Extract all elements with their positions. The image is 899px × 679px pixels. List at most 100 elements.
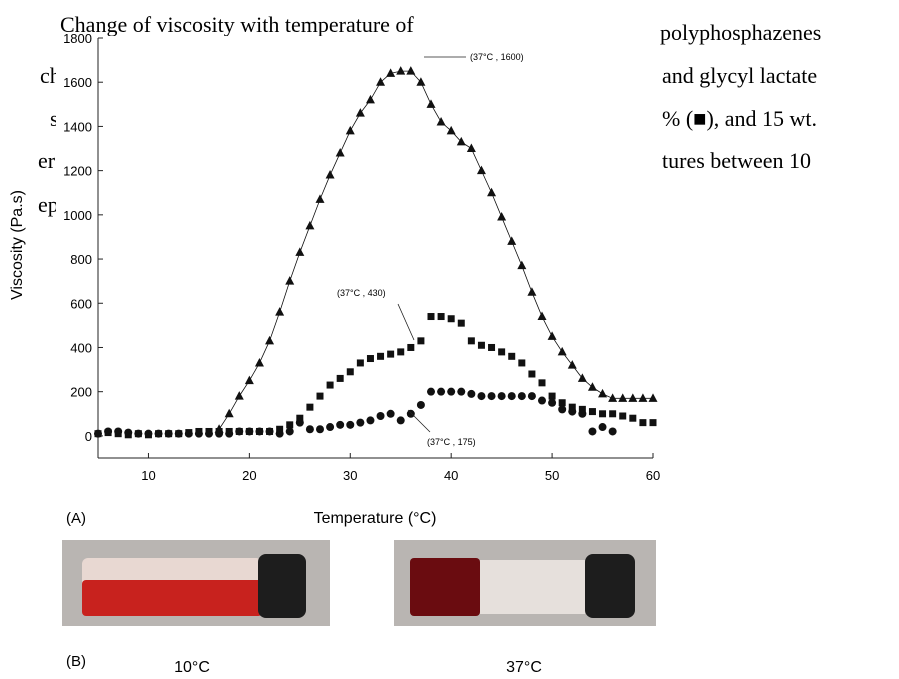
circle-marker <box>265 427 274 436</box>
square-marker <box>548 392 556 400</box>
triangle-marker <box>598 388 608 398</box>
y-tick-label: 1800 <box>63 31 92 46</box>
triangle-marker <box>456 136 466 146</box>
circle-marker <box>104 427 113 436</box>
y-tick-label: 800 <box>70 252 92 267</box>
triangle-marker <box>244 375 254 385</box>
square-marker <box>286 421 294 429</box>
triangle-marker <box>476 165 486 175</box>
circle-marker <box>396 416 405 425</box>
triangle-marker <box>507 236 517 245</box>
square-marker <box>387 350 395 358</box>
square-marker <box>417 337 425 345</box>
square-marker <box>498 348 506 356</box>
circle-marker <box>447 387 456 396</box>
circle-marker <box>245 427 254 436</box>
circle-marker <box>457 387 466 396</box>
circle-marker <box>558 405 567 414</box>
triangle-marker <box>628 393 638 402</box>
circle-marker <box>255 427 264 436</box>
triangle-marker <box>587 382 597 391</box>
circle-marker <box>416 400 425 409</box>
y-tick-label: 1400 <box>63 119 92 134</box>
photo <box>62 540 330 626</box>
square-marker <box>407 343 415 351</box>
triangle-marker <box>497 212 507 221</box>
square-marker <box>326 381 334 389</box>
annotation-arrow <box>407 409 431 433</box>
circle-marker <box>94 429 102 438</box>
square-marker <box>356 359 364 367</box>
square-marker <box>619 412 627 420</box>
square-marker <box>306 403 314 411</box>
triangle-marker <box>547 331 557 340</box>
square-marker <box>558 399 566 407</box>
triangle-marker <box>315 194 325 203</box>
triangle-marker <box>234 391 244 400</box>
triangle-marker <box>335 147 345 157</box>
circle-marker <box>366 416 375 425</box>
square-marker <box>437 313 445 321</box>
circle-marker <box>527 392 536 401</box>
triangle-marker <box>466 143 476 153</box>
triangle-marker <box>487 187 497 197</box>
circle-marker <box>376 412 385 420</box>
triangle-marker <box>537 311 547 321</box>
circle-marker <box>235 427 244 436</box>
y-tick-label: 400 <box>70 340 92 355</box>
circle-marker <box>497 392 506 401</box>
triangle-marker <box>648 393 658 402</box>
triangle-marker <box>254 357 264 367</box>
circle-marker <box>598 423 607 432</box>
circle-marker <box>194 429 203 438</box>
body-text: ch <box>40 63 61 88</box>
triangle-marker <box>567 360 577 369</box>
plot: 0 200 400 600 800 1000 1200 1400 1600 1800 10 20 30 4… <box>63 31 660 483</box>
triangle-marker <box>406 66 416 75</box>
square-marker <box>336 374 344 382</box>
photo-caption: 10°C <box>174 659 210 676</box>
square-marker <box>508 352 516 360</box>
circle-marker <box>608 427 617 436</box>
circle-marker <box>164 429 173 438</box>
square-marker <box>366 355 374 363</box>
annotation-arrow <box>397 303 415 341</box>
circle-marker <box>517 392 526 401</box>
triangle-marker <box>265 335 275 345</box>
body-text: % (■), and 15 wt. <box>662 106 817 131</box>
body-text: s <box>50 106 59 131</box>
y-tick-label: 0 <box>85 429 92 444</box>
annotation: (37°C , 430) <box>337 288 386 298</box>
circle-marker <box>467 389 476 398</box>
circle-marker <box>568 407 577 416</box>
square-marker <box>488 343 496 351</box>
triangle-marker <box>557 346 567 356</box>
square-marker <box>397 348 405 356</box>
square-marker <box>568 403 576 411</box>
triangle-marker <box>355 108 365 117</box>
circle-marker <box>437 387 446 396</box>
circle-marker <box>154 429 163 438</box>
circle-marker <box>316 425 324 434</box>
square-marker <box>447 315 455 323</box>
triangle-marker <box>305 220 315 230</box>
body-text: polyphosphazenes <box>660 20 821 45</box>
circle-marker <box>134 429 143 438</box>
panel-label: (A) <box>66 510 86 527</box>
x-tick-label: 10 <box>141 468 155 483</box>
square-marker <box>599 410 607 418</box>
triangle-marker <box>325 170 335 179</box>
triangle-marker <box>376 77 386 86</box>
square-marker <box>578 405 586 413</box>
panel-label: (B) <box>66 653 86 670</box>
body-text: ep <box>38 192 59 217</box>
square-marker <box>477 341 485 349</box>
circle-marker <box>477 392 486 401</box>
body-text: and glycyl lactate <box>662 63 817 88</box>
circle-marker <box>205 429 213 438</box>
triangle-marker <box>386 68 396 77</box>
y-tick-label: 200 <box>70 385 92 400</box>
square-marker <box>588 408 596 416</box>
circle-marker <box>336 420 345 429</box>
